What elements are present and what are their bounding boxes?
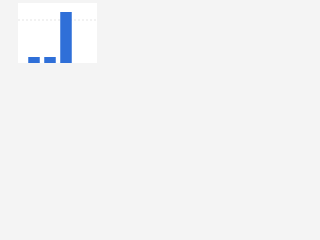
page: (() => { const data = JSON.parse(documen… xyxy=(0,0,100,71)
chart xyxy=(18,3,97,63)
plot-area xyxy=(18,3,97,63)
bar xyxy=(44,57,56,63)
bar xyxy=(28,57,40,63)
bar xyxy=(60,12,72,63)
